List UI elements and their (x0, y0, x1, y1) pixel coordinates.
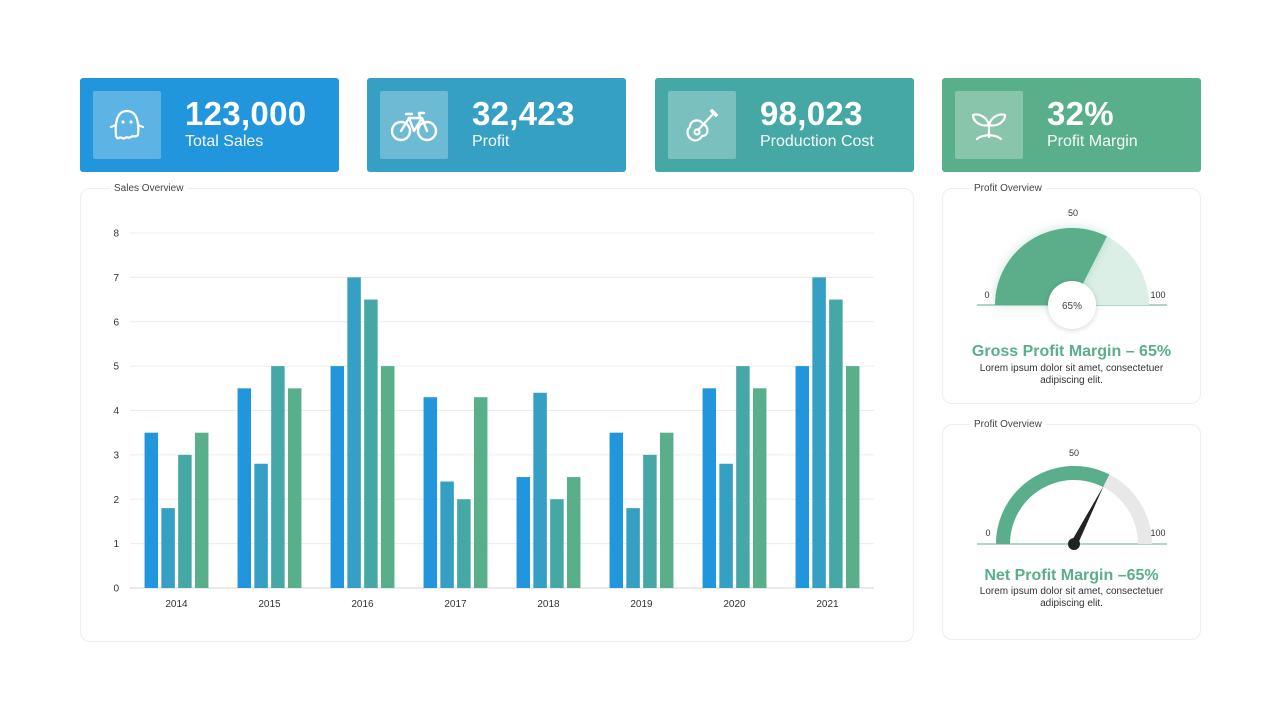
y-tick-label: 3 (113, 450, 119, 461)
x-tick-label: 2016 (351, 599, 374, 610)
bar (254, 463, 268, 588)
bar (659, 432, 674, 588)
gauge-max-label: 100 (1150, 528, 1165, 538)
guitar-icon (668, 91, 736, 159)
panel-title: Profit Overview (970, 419, 1046, 430)
gauge-needle (1070, 485, 1104, 546)
gauge-description-line: Lorem ipsum dolor sit amet, consectetuer (979, 586, 1164, 597)
bar (795, 366, 810, 588)
y-tick-label: 2 (113, 495, 119, 506)
bar (566, 477, 581, 588)
bar (347, 277, 361, 588)
bar (457, 499, 471, 588)
gauge-center-disc (1048, 281, 1096, 329)
kpi-label: Profit (472, 133, 510, 150)
x-tick-label: 2017 (444, 599, 467, 610)
bar (550, 499, 564, 588)
bar (194, 432, 209, 588)
kpi-card-total-sales: 123,000 Total Sales (80, 78, 339, 172)
bar (829, 299, 843, 588)
y-tick-label: 4 (113, 406, 119, 417)
y-tick-label: 8 (113, 229, 119, 240)
kpi-label: Profit Margin (1047, 133, 1138, 150)
gauge-value-label: 65% (1062, 301, 1082, 312)
bar (178, 454, 192, 588)
bar (287, 388, 302, 588)
kpi-label: Production Cost (760, 133, 874, 150)
kpi-value: 32,423 (472, 95, 575, 132)
x-tick-label: 2021 (816, 599, 839, 610)
gauge-description: Lorem ipsum dolor sit amet, consectetuer… (943, 363, 1200, 387)
x-tick-label: 2020 (723, 599, 746, 610)
x-tick-label: 2014 (165, 599, 188, 610)
gross-profit-gauge: 65% 0 50 100 (977, 208, 1167, 329)
bar (144, 432, 159, 588)
bar (845, 366, 860, 588)
bar (364, 299, 378, 588)
gauge-mid-label: 50 (1069, 448, 1079, 458)
y-tick-label: 0 (113, 584, 119, 595)
bar (719, 463, 733, 588)
kpi-card-profit: 32,423 Profit (367, 78, 626, 172)
panel-title: Profit Overview (970, 183, 1046, 194)
gauge-title: Gross Profit Margin – 65% (971, 343, 1172, 360)
y-tick-label: 1 (113, 539, 119, 550)
panel-title: Sales Overview (110, 183, 188, 194)
gauge-description-line: adipiscing elit. (1040, 375, 1103, 386)
bar (643, 454, 657, 588)
bar (609, 432, 624, 588)
sales-bar-chart: 0 1 2 3 4 5 6 7 8 2014 2015 2016 2017 2018 2019 2020 202… (113, 229, 874, 610)
bar (380, 366, 395, 588)
bar (752, 388, 767, 588)
bar (237, 388, 252, 588)
bar (161, 508, 175, 588)
kpi-value: 32% (1047, 95, 1114, 132)
kpi-label: Total Sales (185, 133, 264, 150)
kpi-value: 98,023 (760, 95, 863, 132)
gauge-description: Lorem ipsum dolor sit amet, consectetuer… (943, 586, 1200, 610)
gauge-min-label: 0 (984, 290, 989, 300)
bar (440, 481, 454, 588)
sprout-icon (955, 91, 1023, 159)
gauge-description-line: adipiscing elit. (1040, 598, 1103, 609)
bar (330, 366, 345, 588)
y-tick-label: 5 (113, 362, 119, 373)
x-tick-label: 2019 (630, 599, 653, 610)
kpi-value: 123,000 (185, 95, 307, 132)
gross-profit-gauge-panel: Profit Overview 65% 0 50 100 Gross Profi… (942, 183, 1201, 404)
bar (423, 397, 438, 588)
bar (626, 508, 640, 588)
bar (812, 277, 826, 588)
kpi-card-profit-margin: 32% Profit Margin (942, 78, 1201, 172)
gauge-description-line: Lorem ipsum dolor sit amet, consectetuer (979, 363, 1164, 374)
net-profit-gauge: 0 50 100 (977, 448, 1167, 550)
gauge-max-label: 100 (1150, 290, 1165, 300)
bar (271, 366, 285, 588)
x-tick-label: 2018 (537, 599, 560, 610)
bicycle-icon (380, 91, 448, 159)
x-tick-label: 2015 (258, 599, 281, 610)
sales-overview-panel: Sales Overview 0 1 2 3 4 5 6 7 8 2014 2015 2016 2017… (80, 183, 914, 642)
bar (516, 477, 531, 588)
net-profit-gauge-panel: Profit Overview 0 50 100 Net Profit Marg… (942, 419, 1201, 640)
bar (736, 366, 750, 588)
gauge-min-label: 0 (985, 528, 990, 538)
kpi-card-production-cost: 98,023 Production Cost (655, 78, 914, 172)
y-tick-label: 6 (113, 317, 119, 328)
gauge-title: Net Profit Margin –65% (984, 567, 1159, 584)
bar (473, 397, 488, 588)
y-tick-label: 7 (113, 273, 119, 284)
bar (533, 392, 547, 588)
gauge-needle-hub (1068, 538, 1080, 550)
gauge-fill (996, 466, 1110, 544)
gauge-mid-label: 50 (1068, 208, 1078, 218)
ghost-icon (93, 91, 161, 159)
bar (702, 388, 717, 588)
